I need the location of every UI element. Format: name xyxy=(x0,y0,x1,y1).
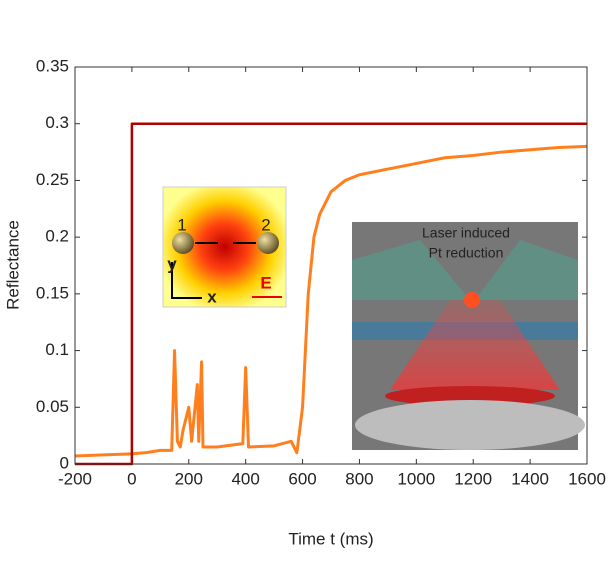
x-axis-label: Time t (ms) xyxy=(288,529,373,548)
label-1: 1 xyxy=(177,215,186,234)
x-tick-label: 400 xyxy=(231,469,259,488)
label-x: x xyxy=(207,287,217,306)
y-tick-label: 0.05 xyxy=(36,397,69,416)
inset-photo xyxy=(352,222,585,450)
x-tick-label: 200 xyxy=(175,469,203,488)
photo-caption: Laser induced xyxy=(422,225,510,241)
x-tick-label: 1400 xyxy=(511,469,549,488)
x-tick-label: 0 xyxy=(127,469,136,488)
series-line xyxy=(74,144,588,458)
x-tick-label: 1000 xyxy=(397,469,435,488)
annotations: 1 2 y x E Laser induced Pt reduction xyxy=(167,215,510,306)
photo-caption: Pt reduction xyxy=(429,245,504,261)
y-tick-label: 0.3 xyxy=(45,113,69,132)
label-2: 2 xyxy=(261,215,270,234)
y-tick-label: 0.25 xyxy=(36,170,69,189)
x-tick-label: -200 xyxy=(58,469,92,488)
x-tick-label: 800 xyxy=(345,469,373,488)
axes-box xyxy=(74,66,588,465)
y-tick-label: 0.2 xyxy=(45,227,69,246)
x-tick-label: 1200 xyxy=(454,469,492,488)
plot-area: -200 0 200 400 600 800 1000 1200 1400 160000.050.… xyxy=(36,56,606,488)
label-y: y xyxy=(167,254,177,273)
y-axis-label: Reflectance xyxy=(3,220,22,310)
label-e: E xyxy=(260,273,271,292)
y-tick-label: 0.35 xyxy=(36,56,69,75)
x-tick-label: 600 xyxy=(288,469,316,488)
x-tick-label: 1600 xyxy=(568,469,606,488)
inset-field xyxy=(162,186,287,308)
y-tick-label: 0.1 xyxy=(45,340,69,359)
y-tick-label: 0 xyxy=(60,453,69,472)
y-tick-label: 0.15 xyxy=(36,283,69,302)
